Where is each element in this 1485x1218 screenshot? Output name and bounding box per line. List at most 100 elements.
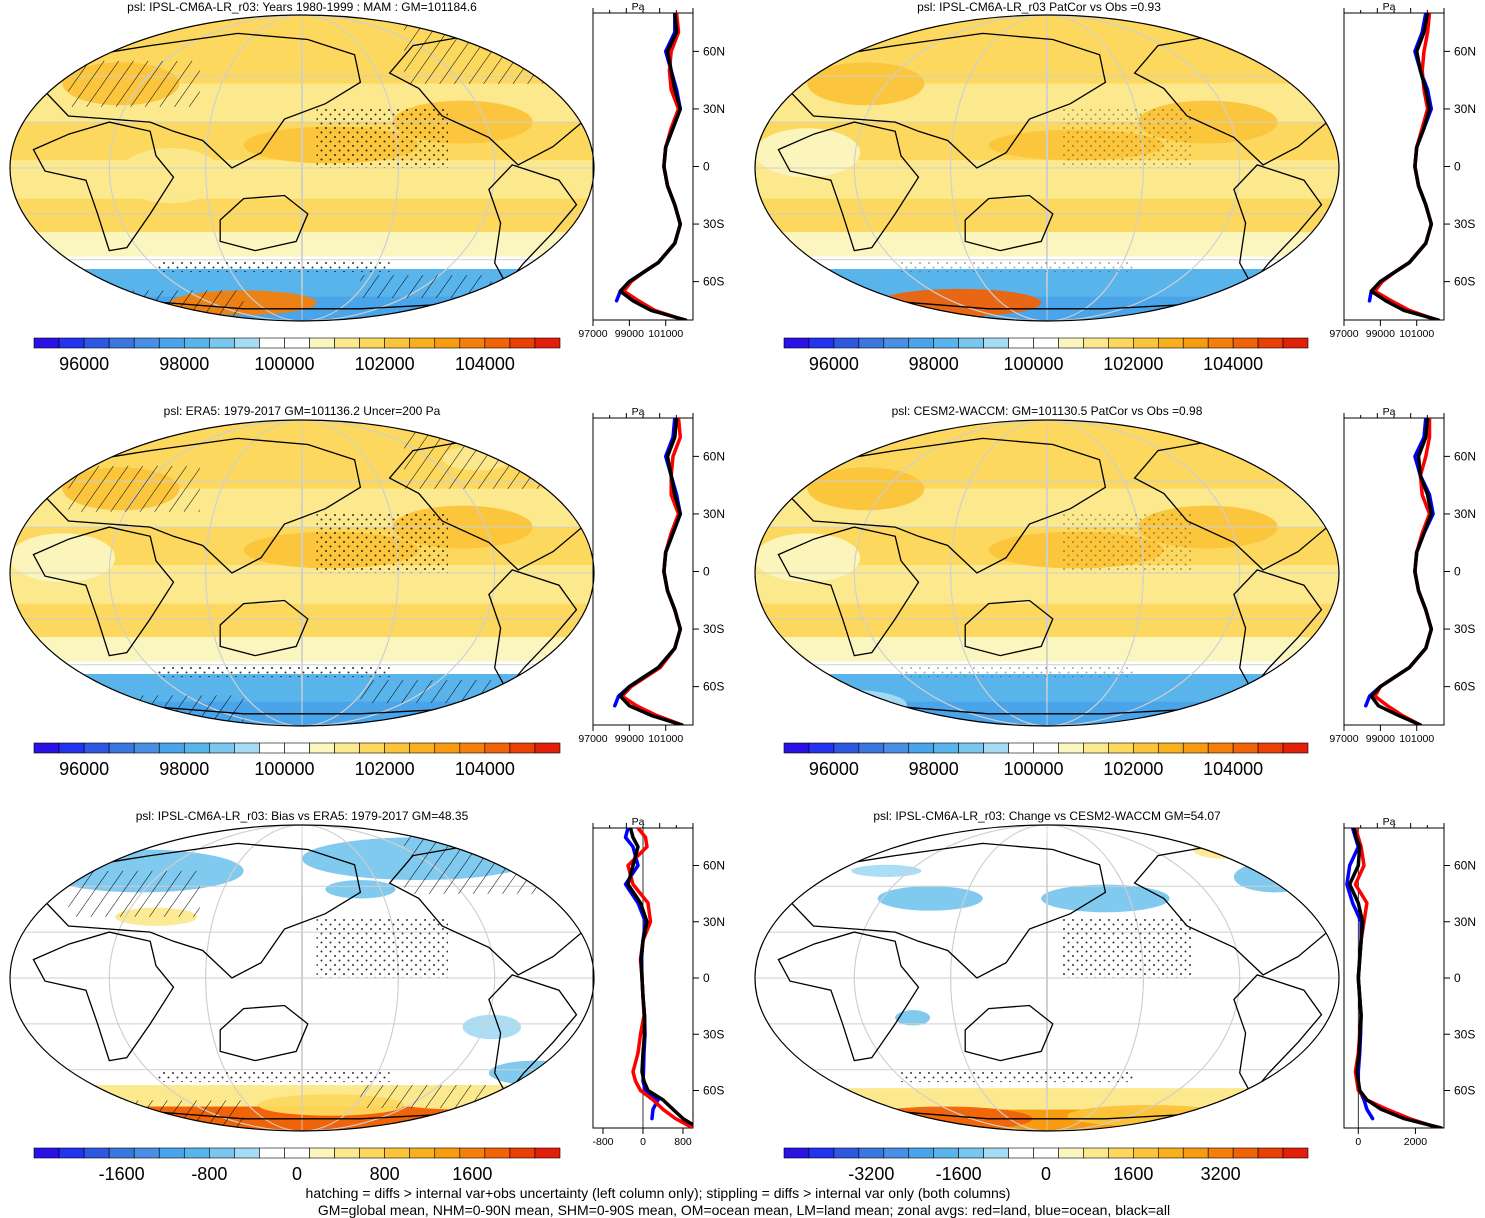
field-anomaly	[877, 886, 983, 911]
colorbar-swatch	[1058, 337, 1084, 349]
map	[9, 419, 595, 727]
zonal-x-label: -800	[592, 1136, 613, 1148]
colorbar-tick-label: 104000	[1203, 354, 1263, 374]
colorbar-swatch	[33, 742, 60, 754]
zonal-lat-label: 60S	[703, 1084, 724, 1098]
colorbar-tick-label: 96000	[59, 354, 109, 374]
colorbar-swatch	[933, 1147, 959, 1159]
panel-title: psl: IPSL-CM6A-LR_r03 PatCor vs Obs =0.9…	[917, 0, 1161, 14]
colorbar-swatch	[908, 337, 935, 349]
colorbar-swatch	[1257, 742, 1284, 754]
colorbar-swatch	[1008, 1147, 1034, 1159]
greenland-outline	[1226, 17, 1294, 50]
colorbar-swatch	[158, 742, 185, 754]
colorbar-swatch	[933, 742, 959, 754]
africa-outline	[32, 931, 175, 1062]
colorbar-tick-label: 100000	[254, 759, 314, 779]
zonal-average-plot: Pa 60N 30N 0 30S 60S -800 0 800	[592, 816, 725, 1148]
zonal-line-land	[626, 828, 693, 1128]
colorbar-swatch	[858, 742, 885, 754]
colorbar-swatch	[284, 1147, 310, 1159]
colorbar-swatch	[883, 1147, 910, 1159]
africa-outline	[777, 931, 920, 1062]
panel-change: psl: IPSL-CM6A-LR_r03: Change vs CESM2-W…	[754, 809, 1476, 1184]
colorbar-swatch	[1058, 1147, 1084, 1159]
colorbar-swatch	[183, 1147, 210, 1159]
colorbar-swatch	[1033, 337, 1059, 349]
zonal-line-all	[618, 418, 684, 725]
zonal-lat-label: 0	[703, 971, 710, 985]
zonal-unit-label: Pa	[632, 816, 645, 828]
colorbar-swatch	[908, 742, 935, 754]
map-field	[10, 825, 594, 1131]
colorbar-swatch	[133, 1147, 160, 1159]
colorbar-swatch	[1083, 742, 1109, 754]
stippling	[1061, 511, 1193, 573]
colorbar-swatch	[1083, 1147, 1109, 1159]
colorbar-swatch	[1033, 742, 1059, 754]
colorbar-swatch	[1182, 337, 1209, 349]
colorbar-tick-label: 102000	[1103, 759, 1163, 779]
colorbar-tick-label: 98000	[909, 354, 959, 374]
hatching	[68, 290, 244, 321]
greenland-outline	[481, 827, 549, 860]
hatching	[404, 427, 580, 489]
colorbar-swatch	[1108, 742, 1134, 754]
colorbar-tick-label: 96000	[809, 759, 859, 779]
zonal-lat-label: 0	[1454, 160, 1461, 174]
colorbar-swatch	[133, 742, 160, 754]
zonal-lat-label: 0	[703, 565, 710, 579]
eurasia-outline	[789, 32, 1107, 169]
graticule-meridian	[108, 15, 496, 321]
field-anomaly	[755, 533, 861, 583]
colorbar-tick-label: 100000	[1003, 354, 1063, 374]
colorbar-tick-label: 102000	[355, 354, 415, 374]
colorbar-swatch	[1008, 337, 1034, 349]
colorbar: 96000 98000 100000 102000 104000	[783, 337, 1309, 374]
colorbar-swatch	[858, 337, 885, 349]
colorbar-swatch	[484, 1147, 511, 1159]
australia-outline	[964, 194, 1054, 252]
colorbar-swatch	[1182, 742, 1209, 754]
zonal-x-label: 2000	[1404, 1136, 1428, 1148]
hatching	[68, 695, 244, 726]
zonal-line-all	[618, 13, 688, 320]
colorbar-swatch	[1157, 1147, 1184, 1159]
colorbar-swatch	[158, 337, 185, 349]
zonal-lat-label: 30N	[703, 102, 725, 116]
zonal-series	[623, 828, 693, 1128]
zonal-line-land	[622, 13, 686, 320]
colorbar-swatch	[1282, 1147, 1309, 1159]
field-anomaly	[118, 148, 224, 204]
zonal-lat-label: 30S	[703, 217, 724, 231]
australia-outline	[219, 1004, 309, 1062]
field-anomaly	[1222, 30, 1293, 55]
colorbar-swatch	[234, 1147, 260, 1159]
colorbar-swatch	[1133, 1147, 1159, 1159]
colorbar-swatch	[234, 337, 260, 349]
zonal-lat-label: 60N	[1454, 449, 1476, 463]
zonal-average-plot: Pa 60N 30N 0 30S 60S 97000 99000 101000	[578, 1, 725, 340]
field-anomaly	[462, 1014, 521, 1040]
colorbar-swatch	[1207, 1147, 1234, 1159]
colorbar-swatch	[434, 1147, 461, 1159]
panel-title: psl: IPSL-CM6A-LR_r03: Bias vs ERA5: 197…	[136, 809, 469, 823]
panel-title: psl: CESM2-WACCM: GM=101130.5 PatCor vs …	[892, 404, 1203, 418]
greenland-outline	[1226, 827, 1294, 860]
panel-bias: psl: IPSL-CM6A-LR_r03: Bias vs ERA5: 197…	[9, 809, 725, 1184]
colorbar-swatch	[434, 742, 461, 754]
colorbar-swatch	[509, 742, 536, 754]
colorbar-swatch	[1257, 337, 1284, 349]
zonal-lat-label: 30S	[1454, 1027, 1475, 1041]
colorbar-swatch	[983, 1147, 1009, 1159]
zonal-unit-label: Pa	[632, 406, 645, 418]
africa-outline	[777, 526, 920, 657]
field-anomaly	[877, 288, 1042, 317]
colorbar-tick-label: 102000	[1103, 354, 1163, 374]
zonal-x-label: 101000	[648, 733, 683, 745]
colorbar-swatch	[158, 1147, 185, 1159]
colorbar-swatch	[309, 337, 335, 349]
zonal-lat-label: 60S	[1454, 1084, 1475, 1098]
colorbar-swatch	[334, 742, 360, 754]
colorbar-swatch	[1033, 1147, 1059, 1159]
